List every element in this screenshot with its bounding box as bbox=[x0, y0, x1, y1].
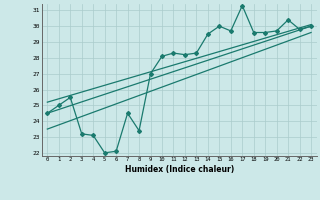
X-axis label: Humidex (Indice chaleur): Humidex (Indice chaleur) bbox=[124, 165, 234, 174]
